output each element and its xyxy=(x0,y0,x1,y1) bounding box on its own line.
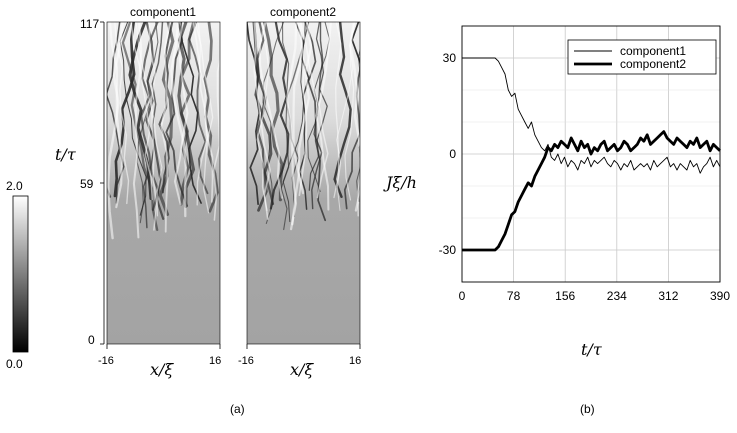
density-highlight xyxy=(258,22,283,199)
series-line-component2 xyxy=(462,130,721,252)
colorbar-min-label: 0.0 xyxy=(6,357,23,371)
density-highlight xyxy=(292,22,305,195)
x-tick-label-78: 78 xyxy=(507,289,521,303)
line-chart: 0 78 156 234 312 390 -30 0 30 component1component… xyxy=(439,25,730,303)
density-highlight xyxy=(196,22,209,206)
density-highlight xyxy=(194,22,214,214)
soliton-track xyxy=(145,22,165,220)
panel-b-y-axis-label: Jξ/h xyxy=(383,173,417,192)
density-highlight xyxy=(107,22,125,240)
panel-a-y-tick-117: 117 xyxy=(80,17,99,31)
colorbar-gradient xyxy=(12,195,29,353)
panel-a: 2.0 0.0 t/τ 117 59 0 component1 -16 16 x… xyxy=(6,5,361,416)
density-highlight xyxy=(148,22,158,231)
density-highlight xyxy=(253,22,271,220)
panel-a-y-tick-0: 0 xyxy=(88,333,95,347)
soliton-track xyxy=(180,22,202,204)
x-tick-label-234: 234 xyxy=(607,289,627,303)
density2-x-tick-right: 16 xyxy=(349,355,361,367)
soliton-track xyxy=(262,22,285,225)
density1-x-axis-label: x/ξ xyxy=(150,360,174,379)
density2-x-tick-left: -16 xyxy=(238,355,254,367)
density-highlight xyxy=(298,22,308,197)
density-highlight xyxy=(256,22,270,212)
y-tick-label-0: 0 xyxy=(449,147,456,161)
panel-a-y-axis-label: t/τ xyxy=(55,145,77,164)
panel-a-label: (a) xyxy=(230,402,245,416)
density-highlight xyxy=(160,22,172,233)
y-tick-label--30: -30 xyxy=(439,243,457,257)
soliton-track xyxy=(136,22,159,224)
x-tick-label-156: 156 xyxy=(555,289,575,303)
legend-label-component1: component1 xyxy=(620,44,686,58)
density2-x-axis-label: x/ξ xyxy=(290,360,314,379)
soliton-track xyxy=(188,22,209,195)
density-highlight xyxy=(349,22,360,212)
panel-b-x-axis-label: t/τ xyxy=(581,340,603,359)
soliton-track xyxy=(107,186,112,198)
colorbar-max-label: 2.0 xyxy=(6,179,23,193)
legend xyxy=(567,39,717,75)
density-highlight xyxy=(132,22,143,239)
plot-frame xyxy=(461,25,721,283)
soliton-track xyxy=(119,22,147,216)
density-highlight xyxy=(333,22,342,199)
x-tick-label-312: 312 xyxy=(658,289,678,303)
soliton-track xyxy=(158,22,175,216)
density-highlight xyxy=(356,175,360,217)
soliton-track xyxy=(351,22,360,202)
density-plot-title-component1: component1 xyxy=(130,5,196,19)
density-plot-component1: component1 -16 16 x/ξ xyxy=(98,5,221,379)
density-highlight xyxy=(114,22,130,205)
density-highlight xyxy=(130,22,153,201)
panel-b: Jξ/h 0 78 156 234 312 390 -30 0 30 component1comp… xyxy=(383,25,730,416)
density-highlight xyxy=(291,22,313,226)
density-highlight xyxy=(315,22,332,211)
soliton-track xyxy=(113,22,136,198)
series-line-component1 xyxy=(462,57,721,174)
density-highlight xyxy=(212,56,220,221)
density-highlight xyxy=(192,22,214,203)
soliton-track xyxy=(333,22,352,199)
density-plot-title-component2: component2 xyxy=(270,5,336,19)
density1-x-tick-left: -16 xyxy=(98,355,114,367)
density-highlight xyxy=(336,22,356,211)
density-highlight xyxy=(173,22,189,206)
colorbar: 2.0 0.0 xyxy=(6,179,29,371)
legend-label-component2: component2 xyxy=(620,57,686,71)
x-tick-label-0: 0 xyxy=(459,289,466,303)
panel-a-y-tick-59: 59 xyxy=(80,177,94,191)
soliton-track xyxy=(269,22,290,210)
soliton-track xyxy=(308,22,328,191)
soliton-track xyxy=(343,66,360,210)
x-tick-label-390: 390 xyxy=(710,289,730,303)
density-plot-component2: component2 -16 16 x/ξ xyxy=(238,5,361,379)
density1-x-tick-right: 16 xyxy=(209,355,221,367)
density-highlight xyxy=(170,22,187,218)
panel-b-label: (b) xyxy=(580,402,595,416)
y-tick-label-30: 30 xyxy=(443,51,457,65)
